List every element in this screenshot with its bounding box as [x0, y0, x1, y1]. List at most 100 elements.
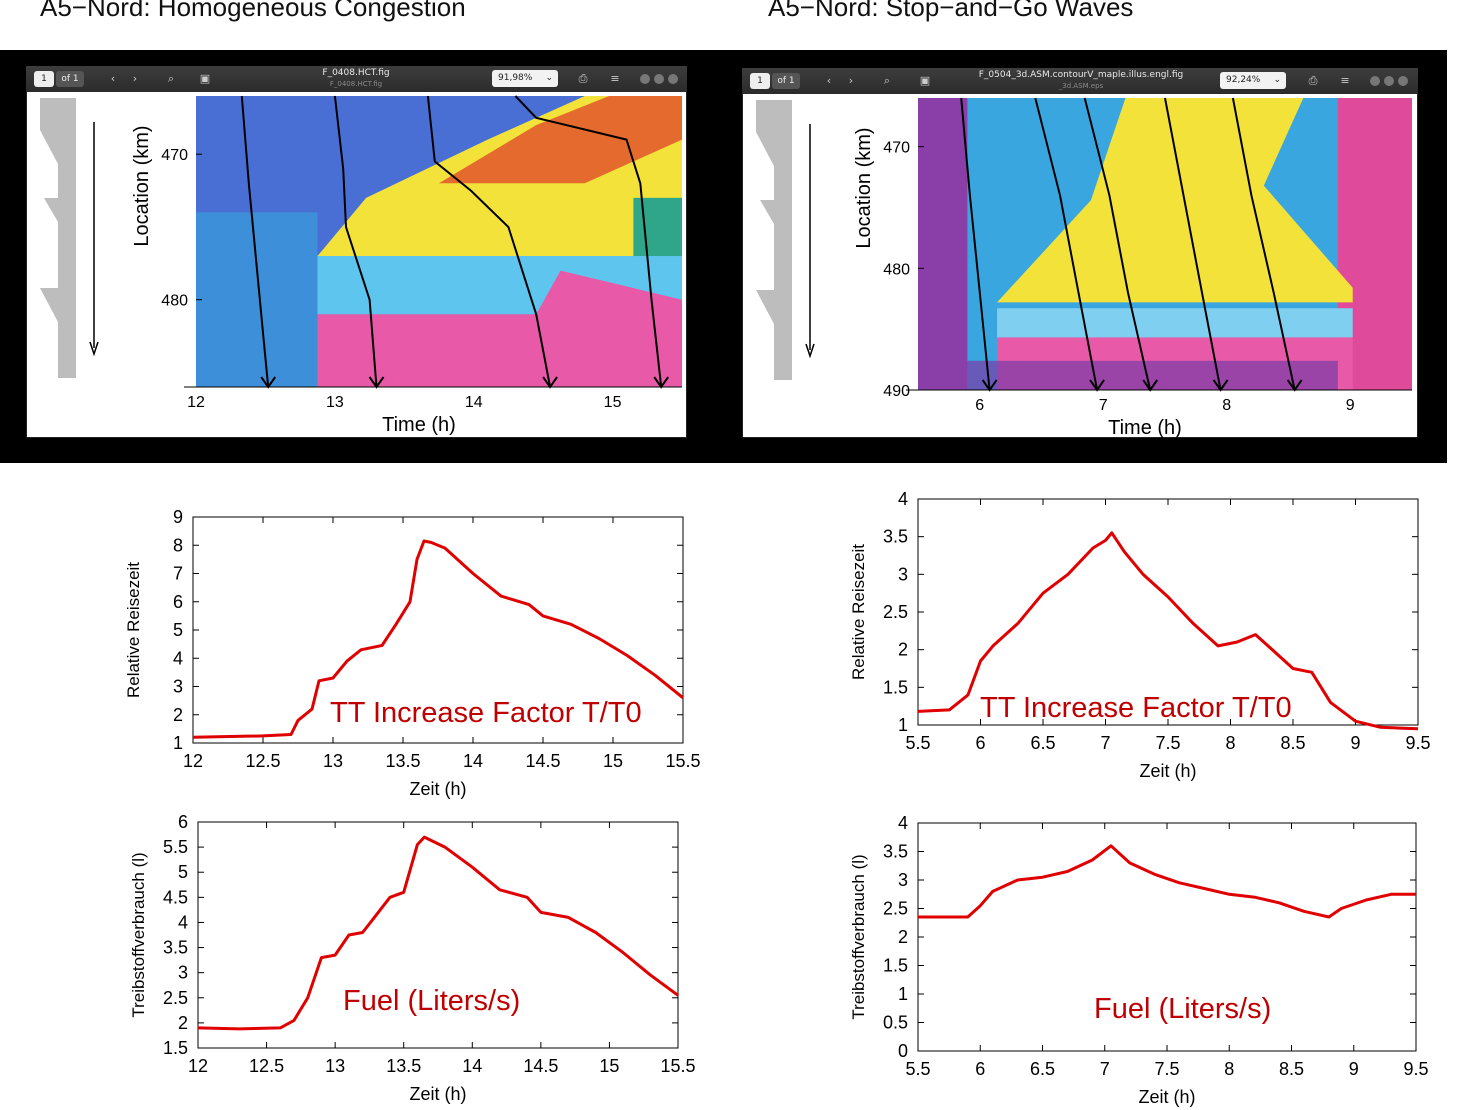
- print-icon[interactable]: ⎙: [578, 72, 588, 85]
- trajectory-line: [1034, 97, 1099, 391]
- highway-schematic: [756, 100, 792, 380]
- trajectory-line: [240, 95, 270, 388]
- x-tick-label: 5.5: [905, 733, 930, 753]
- x-axis-label: Time (h): [1108, 417, 1182, 438]
- heatmap-region: [918, 98, 968, 390]
- minimize-icon[interactable]: [1370, 76, 1380, 86]
- trajectory-line: [514, 95, 663, 388]
- y-tick-label: 6: [173, 592, 183, 612]
- y-tick-label: 3.5: [883, 527, 908, 547]
- page-number-field[interactable]: 1: [34, 71, 54, 87]
- y-axis-label: Location (km): [853, 127, 875, 248]
- y-axis-label: Location (km): [131, 125, 153, 246]
- maximize-icon[interactable]: [654, 74, 664, 84]
- heatmap-region: [196, 212, 318, 387]
- y-axis-label: Relative Reisezeit: [849, 544, 868, 680]
- y-tick-label: 1.5: [883, 956, 908, 976]
- save-icon[interactable]: ▣: [919, 74, 931, 87]
- y-tick-label: 1.5: [163, 1038, 188, 1058]
- document-filename: F_0408.HCT.fig: [322, 68, 390, 78]
- series-line: [192, 539, 684, 739]
- y-tick-label: 3.5: [883, 842, 908, 862]
- highway-ramp: [40, 288, 58, 322]
- heatmap-stopgo-chart: 6 7 8 9 470 480 490 Time (h) Location (km): [756, 97, 1412, 438]
- y-tick-label: 3: [898, 564, 908, 584]
- x-tick-label: 14: [463, 751, 483, 771]
- direction-arrow-head: [805, 343, 815, 359]
- y-tick-label: 480: [161, 293, 188, 310]
- next-page-icon[interactable]: ›: [132, 72, 138, 85]
- highway-ramp: [44, 198, 58, 222]
- zoom-value: 91,98%: [498, 73, 533, 83]
- x-tick-label: 15.5: [660, 1056, 695, 1076]
- zoom-select[interactable]: 91,98% ⌄: [492, 70, 558, 87]
- print-icon[interactable]: ⎙: [1308, 74, 1318, 87]
- y-tick-label: 3: [178, 963, 188, 983]
- prev-page-icon[interactable]: ‹: [110, 72, 116, 85]
- x-tick-label: 12: [183, 751, 203, 771]
- document-title: F_0408.HCT.fig F_0408.HCT.fig: [226, 68, 486, 90]
- x-axis-label: Zeit (h): [1139, 761, 1196, 781]
- x-tick-label: 7.5: [1155, 733, 1180, 753]
- y-tick-label: 9: [173, 507, 183, 527]
- series-annotation: Fuel (Liters/s): [343, 985, 520, 1017]
- document-title: F_0504_3d.ASM.contourV_maple.illus.engl.…: [946, 70, 1216, 92]
- heatmap-homogeneous-chart: 12 13 14 15 470 480 Time (h) Location (km): [40, 95, 682, 436]
- x-tick-label: 13: [326, 394, 344, 411]
- save-icon[interactable]: ▣: [199, 72, 211, 85]
- fuel-stopgo-chart: 5.5 6 6.5 7 7.5 8 8.5 9 9.5 0 0.5 1 1.5 2 2.5 3 3.5 4 Zeit…: [849, 813, 1429, 1107]
- y-axis-label: Treibstoffverbrauch (l): [849, 854, 868, 1019]
- search-icon[interactable]: ⌕: [883, 74, 891, 87]
- chevron-down-icon: ⌄: [1273, 75, 1281, 85]
- x-tick-label: 13.5: [385, 751, 420, 771]
- y-tick-label: 4.5: [163, 887, 188, 907]
- menu-icon[interactable]: ≡: [610, 72, 620, 85]
- fuel-homogeneous-chart: 12 12.5 13 13.5 14 14.5 15 15.5 1.5 2 2.5 3 3.5 4 4.5 5…: [129, 812, 696, 1104]
- document-filename: F_0504_3d.ASM.contourV_maple.illus.engl.…: [978, 70, 1184, 80]
- y-tick-label: 4: [173, 648, 183, 668]
- maximize-icon[interactable]: [1384, 76, 1394, 86]
- page-count-label: of 1: [56, 71, 84, 87]
- x-tick-label: 7: [1100, 1059, 1110, 1079]
- x-tick-label: 8: [1225, 733, 1235, 753]
- x-tick-label: 12: [188, 1056, 208, 1076]
- next-page-icon[interactable]: ›: [848, 74, 854, 87]
- trajectory-line: [1164, 97, 1222, 391]
- highway-ramp: [760, 200, 774, 224]
- minimize-icon[interactable]: [640, 74, 650, 84]
- zoom-select[interactable]: 92,24% ⌄: [1220, 72, 1286, 89]
- document-subtitle: _3d.ASM.eps: [1058, 82, 1104, 90]
- x-tick-label: 5.5: [905, 1059, 930, 1079]
- x-tick-label: 7: [1099, 397, 1108, 414]
- y-tick-label: 5.5: [163, 837, 188, 857]
- y-tick-label: 2.5: [883, 899, 908, 919]
- y-tick-label: 4: [178, 912, 188, 932]
- y-tick-label: 480: [883, 261, 910, 278]
- y-tick-label: 4: [898, 489, 908, 509]
- close-icon[interactable]: [1398, 76, 1408, 86]
- close-icon[interactable]: [668, 74, 678, 84]
- x-tick-label: 8.5: [1280, 733, 1305, 753]
- series-annotation: TT Increase Factor T/T0: [330, 697, 642, 729]
- y-tick-label: 8: [173, 535, 183, 555]
- prev-page-icon[interactable]: ‹: [826, 74, 832, 87]
- viewer-window-right: 1 of 1 ‹ › ⌕ ▣ F_0504_3d.ASM.contourV_ma…: [742, 68, 1418, 438]
- heatmap-region: [633, 197, 682, 257]
- x-tick-label: 14: [465, 394, 483, 411]
- tt-stopgo-chart: 5.5 6 6.5 7 7.5 8 8.5 9 9.5 1 1.5 2 2.5 3 3.5 4 Zeit (h)…: [849, 489, 1431, 781]
- heatmap-region: [317, 270, 682, 387]
- trajectory-line: [960, 97, 991, 391]
- x-tick-label: 6: [975, 1059, 985, 1079]
- x-tick-label: 13: [325, 1056, 345, 1076]
- x-tick-label: 13: [323, 751, 343, 771]
- series-line: [918, 844, 1416, 919]
- page-number-field[interactable]: 1: [750, 73, 770, 89]
- y-tick-label: 2: [898, 640, 908, 660]
- x-tick-label: 15: [603, 751, 623, 771]
- y-tick-label: 2: [173, 705, 183, 725]
- y-tick-label: 1: [173, 733, 183, 753]
- x-tick-label: 8: [1224, 1059, 1234, 1079]
- search-icon[interactable]: ⌕: [167, 72, 175, 85]
- menu-icon[interactable]: ≡: [1340, 74, 1350, 87]
